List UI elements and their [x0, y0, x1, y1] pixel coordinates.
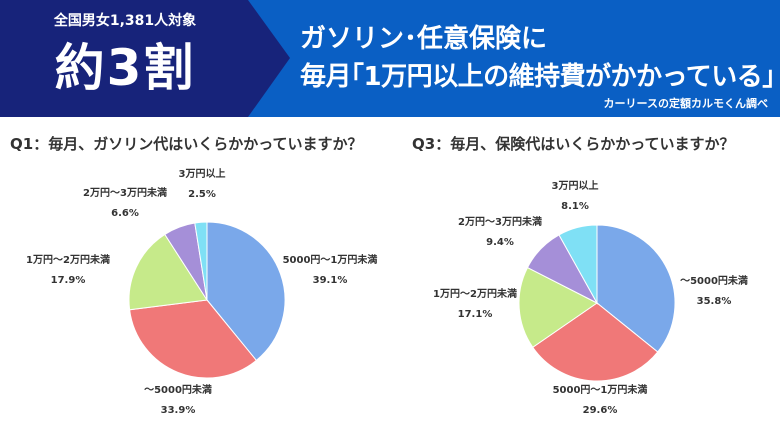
q3-slice-label-4: 3万円以上: [552, 179, 599, 192]
q1-slice-0: [206, 221, 286, 362]
q3-slice-0: [596, 224, 676, 353]
q1-slice-label-1: 〜5000円未満: [144, 383, 212, 396]
q1-slice-label-2: 1万円〜2万円未満: [26, 253, 110, 266]
q3-slice-2: [518, 266, 598, 348]
q3-slice-pct-2: 17.1%: [458, 309, 493, 320]
q1-slice-label-4: 3万円以上: [179, 167, 226, 180]
q1-slice-label-3: 2万円〜3万円未満: [83, 186, 167, 199]
q1-slice-2: [128, 233, 208, 311]
q1-slice-4: [194, 221, 208, 301]
q1-slice-pct-0: 39.1%: [313, 275, 348, 286]
q3-slice-pct-0: 35.8%: [697, 296, 732, 307]
q3-slice-1: [532, 302, 659, 382]
q1-slice-pct-3: 6.6%: [111, 208, 139, 219]
q3-slice-label-3: 2万円〜3万円未満: [458, 215, 542, 228]
q1-title: Q1：毎月、ガソリン代はいくらかかっていますか？: [10, 135, 363, 153]
q3-slice-label-0: 〜5000円未満: [680, 274, 748, 287]
q3-slice-label-1: 5000円〜1万円未満: [553, 383, 648, 396]
q3-slice-pct-3: 9.4%: [486, 237, 514, 248]
q1-slice-pct-1: 33.9%: [161, 405, 196, 416]
header-dark-panel: [0, 0, 290, 117]
q1-slice-pct-2: 17.9%: [51, 275, 86, 286]
headline-line-1: ガソリン･任意保険に: [300, 24, 548, 54]
q3-slice-pct-1: 29.6%: [583, 405, 618, 416]
survey-subtitle: 全国男女1,381人対象: [53, 13, 197, 29]
header-banner: 全国男女1,381人対象 約3割 ガソリン･任意保険に 毎月｢1万円以上の維持費…: [0, 0, 780, 117]
q3-slice-label-2: 1万円〜2万円未満: [433, 287, 517, 300]
q1-slice-pct-4: 2.5%: [188, 189, 216, 200]
q3-slice-4: [558, 224, 598, 305]
q3-title: Q3：毎月、保険代はいくらかかっていますか？: [412, 135, 735, 153]
headline-line-2: 毎月｢1万円以上の維持費がかかっている｣: [300, 62, 775, 92]
q1-slice-1: [129, 299, 258, 379]
q3-slice-pct-4: 8.1%: [561, 201, 589, 212]
source-credit: カーリースの定額カルモくん調べ: [603, 97, 768, 110]
q1-slice-label-0: 5000円〜1万円未満: [283, 253, 378, 266]
headline-figure: 約3割: [54, 39, 196, 97]
